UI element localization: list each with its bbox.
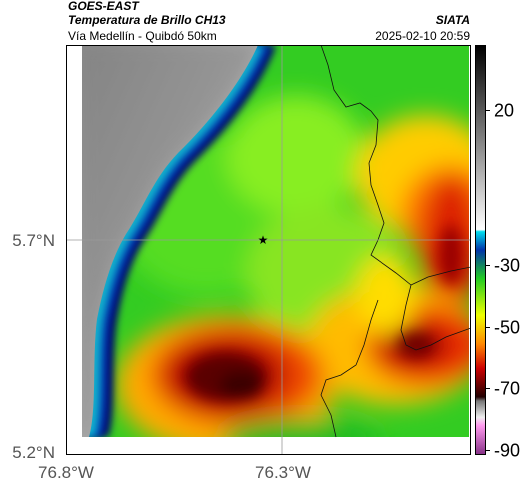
lat-label: 5.7°N <box>12 231 55 250</box>
satellite-title: GOES-EAST <box>68 0 139 13</box>
colorbar-tick <box>486 450 490 451</box>
satellite-map[interactable]: ★ <box>66 45 471 455</box>
colorbar-tick <box>486 265 490 266</box>
colorbar-label: -30 <box>494 255 521 276</box>
colorbar-tick <box>486 327 490 328</box>
lon-label: 76.3°W <box>255 463 311 482</box>
colorbar-tick <box>486 388 490 389</box>
boundary-line <box>410 266 471 286</box>
product-title: Temperatura de Brillo CH13 <box>68 13 226 27</box>
colorbar <box>475 45 486 455</box>
boundary-line <box>320 45 471 351</box>
organization-label: SIATA <box>435 13 470 27</box>
lat-label: 5.2°N <box>12 443 55 462</box>
colorbar-label: -90 <box>494 440 521 461</box>
boundary-line <box>320 299 379 438</box>
brightness-temperature-field <box>82 45 469 437</box>
colorbar-label: 20 <box>494 100 515 121</box>
colorbar-label: -50 <box>494 317 521 338</box>
colorbar-label: -70 <box>494 378 521 399</box>
lon-label: 76.8°W <box>38 463 94 482</box>
timestamp-label: 2025-02-10 20:59 <box>375 29 470 43</box>
star-icon: ★ <box>258 233 269 247</box>
colorbar-tick <box>486 110 490 111</box>
region-subtitle: Vía Medellín - Quibdó 50km <box>68 29 217 43</box>
